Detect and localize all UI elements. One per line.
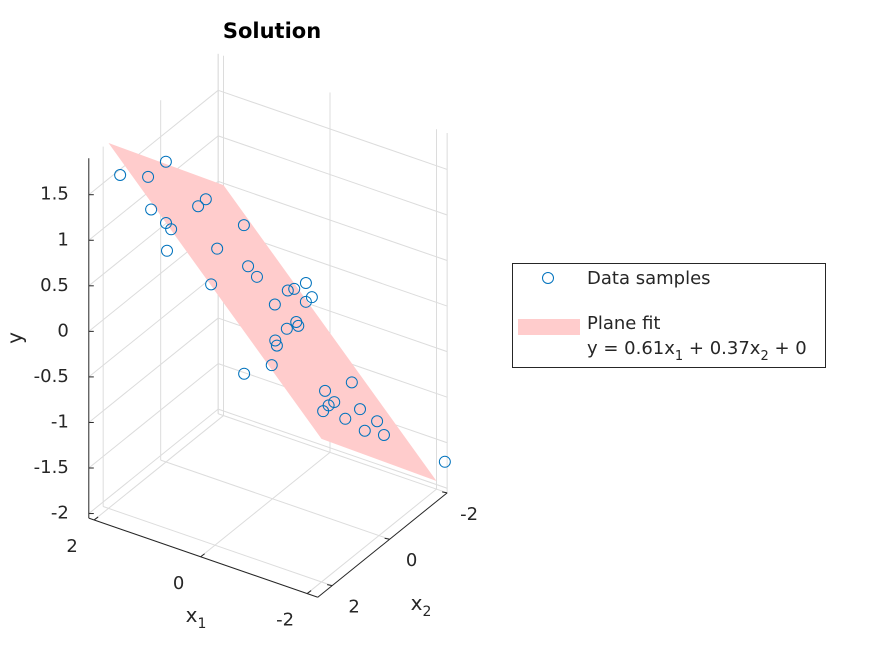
y-tick-label: 0.5	[40, 275, 69, 296]
y-tick-label: -0.5	[34, 366, 69, 387]
data-point	[305, 291, 318, 304]
grid-line	[103, 506, 333, 587]
data-point	[114, 168, 127, 181]
y-tick-label: -1.5	[34, 457, 69, 478]
data-point	[242, 260, 255, 273]
x1-label: x1	[186, 603, 207, 633]
data-point	[161, 244, 174, 257]
grid-line	[200, 451, 331, 558]
data-point	[377, 428, 390, 441]
grid-line	[88, 317, 219, 423]
data-point	[345, 376, 358, 389]
legend-formula-part: 2	[760, 349, 768, 364]
x1-tick-label: 2	[66, 536, 77, 557]
data-point	[238, 367, 251, 380]
x2-tick-label: 2	[348, 597, 359, 618]
grid-line	[88, 89, 219, 196]
data-point	[317, 405, 330, 418]
x2-label: x2	[411, 591, 432, 621]
x1-label-part: 1	[197, 616, 206, 632]
legend-formula-part: 1	[675, 349, 683, 364]
data-point	[354, 403, 367, 416]
x1-tick	[93, 516, 99, 521]
legend-box	[512, 263, 826, 368]
y-tick-label: -1	[51, 411, 69, 432]
y-tick-label: 1.5	[40, 184, 69, 205]
grid-line	[88, 363, 219, 469]
x1-tick-label: 0	[173, 573, 184, 594]
data-point	[165, 223, 178, 236]
data-point	[281, 284, 294, 297]
data-point	[270, 339, 283, 352]
x2-tick-label: 0	[406, 550, 417, 571]
data-point	[211, 242, 224, 255]
x2-tick	[327, 584, 333, 587]
data-point	[159, 155, 172, 168]
grid-line	[93, 415, 224, 521]
y-tick-label: 0	[57, 320, 68, 341]
x2-axis	[317, 492, 448, 598]
legend-marker	[542, 272, 554, 284]
grid-line	[306, 488, 437, 594]
data-point	[299, 295, 312, 308]
legend-swatch	[518, 319, 580, 335]
data-point	[288, 282, 301, 295]
data-point	[205, 278, 218, 291]
grid-line	[218, 408, 448, 489]
data-point	[292, 319, 305, 332]
legend-formula-part: + 0	[769, 338, 807, 359]
x2-tick-label: -2	[460, 504, 478, 525]
grid-line	[218, 135, 448, 216]
legend-formula-part: + 0.37x	[683, 338, 761, 359]
data-point	[339, 412, 352, 425]
x1-tick-label: -2	[276, 610, 294, 631]
legend-formula-part: y = 0.61x	[587, 338, 675, 359]
data-point	[358, 424, 371, 437]
x1-axis	[88, 517, 318, 598]
y-tick-label: -2	[51, 503, 69, 524]
x2-tick	[442, 491, 448, 494]
plane-fit	[108, 143, 437, 481]
data-point	[192, 200, 205, 213]
data-point	[237, 219, 250, 232]
data-point	[265, 359, 278, 372]
x1-tick	[200, 553, 205, 558]
y-tick-label: 1	[57, 229, 68, 250]
grid-line	[88, 272, 219, 378]
x1-tick	[306, 590, 312, 594]
x2-label-part: 2	[422, 604, 431, 620]
legend-label: Plane fit	[587, 313, 661, 334]
data-point	[371, 415, 384, 428]
x2-tick	[384, 537, 390, 540]
data-point	[145, 203, 158, 216]
grid-line	[218, 413, 448, 494]
x1-label-part: x	[186, 603, 198, 627]
legend-formula: y = 0.61x1 + 0.37x2 + 0	[587, 338, 807, 364]
x2-label-part: x	[411, 591, 423, 615]
data-point	[438, 455, 451, 468]
data-point	[280, 322, 293, 335]
data-point	[142, 170, 155, 183]
grid-line	[160, 459, 390, 540]
grid-line	[218, 180, 448, 262]
data-point	[250, 270, 263, 283]
data-point	[299, 277, 312, 290]
data-point	[268, 298, 281, 311]
data-point	[319, 384, 332, 397]
grid-line	[88, 408, 219, 514]
y-label: y	[3, 332, 27, 344]
data-point	[199, 193, 212, 206]
chart-title: Solution	[223, 19, 321, 43]
legend-label: Data samples	[587, 268, 711, 289]
grid-line	[218, 89, 448, 170]
data-point	[269, 334, 282, 347]
